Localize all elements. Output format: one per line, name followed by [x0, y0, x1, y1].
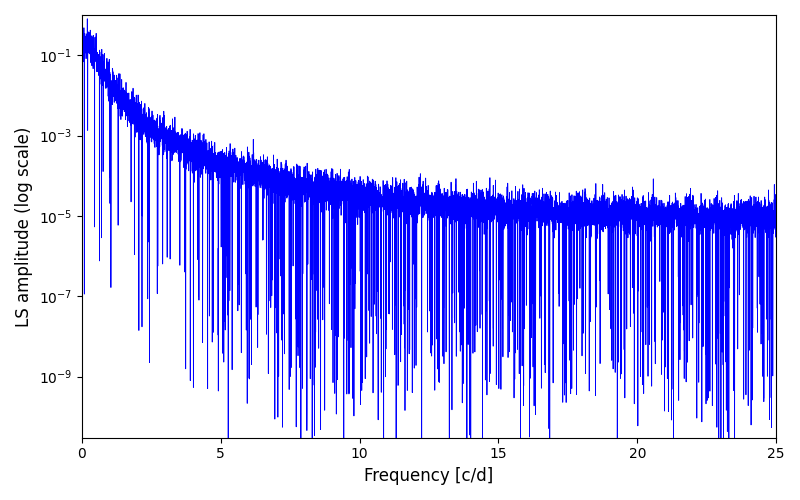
X-axis label: Frequency [c/d]: Frequency [c/d]: [364, 467, 494, 485]
Y-axis label: LS amplitude (log scale): LS amplitude (log scale): [15, 126, 33, 326]
